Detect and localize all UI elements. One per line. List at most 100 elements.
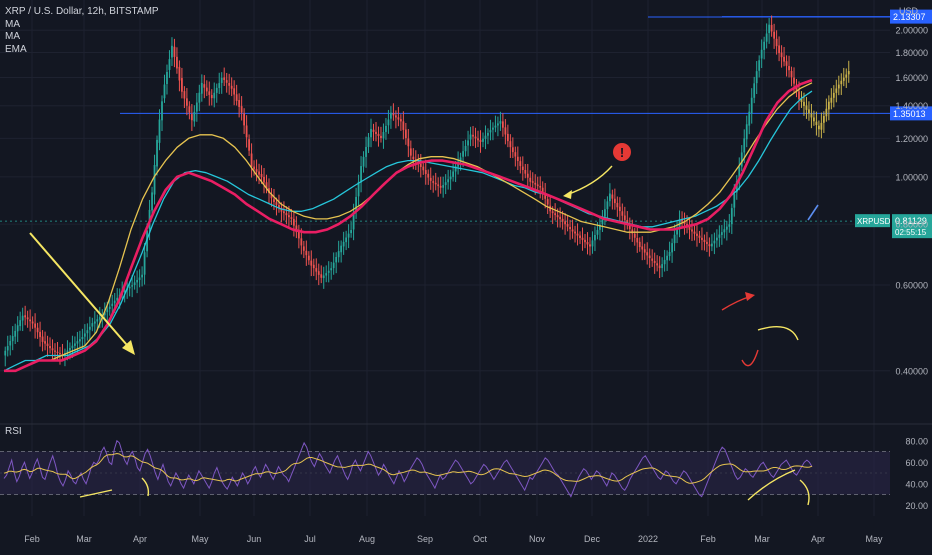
last-price-symbol: XRPUSD (857, 217, 891, 226)
y-tick-label: 1.80000 (895, 48, 928, 58)
candle-body (223, 77, 226, 81)
rsi-label[interactable]: RSI (5, 426, 22, 437)
candle-body (153, 165, 156, 195)
candle-body (581, 237, 584, 240)
candle-body (220, 77, 223, 83)
candle-body (516, 156, 519, 162)
blue-arrow (807, 204, 819, 221)
candle-body (31, 321, 34, 324)
candle-body (835, 88, 838, 93)
horizontal-levels[interactable]: 2.13307 1.35013 XRPUSD 0.81129 02:55:15 (0, 9, 932, 239)
candle-body (116, 297, 119, 301)
candle-body (673, 234, 676, 244)
candle-body (504, 127, 507, 135)
candle-body (541, 187, 544, 194)
candle-body (536, 184, 539, 187)
candle-body (215, 87, 218, 93)
candle-body (584, 239, 586, 243)
candle-body (683, 221, 686, 224)
candle-body (613, 198, 616, 204)
candle-body (283, 211, 285, 214)
candle-body (325, 273, 328, 276)
candle-body (253, 166, 255, 170)
candle-body (225, 80, 228, 83)
candle-body (725, 226, 728, 230)
candle-body (723, 229, 726, 233)
candle-body (9, 340, 12, 346)
last-price-symbol-tag (855, 214, 890, 228)
candle-body (497, 123, 499, 126)
rsi-line (3, 439, 813, 498)
candle-body (638, 241, 641, 248)
candle-body (815, 121, 818, 126)
candle-body (280, 207, 283, 212)
candle-body (676, 227, 678, 235)
rsi-tick-label: 20.00 (905, 501, 928, 511)
candle-body (489, 130, 492, 133)
candle-body (648, 255, 651, 259)
candle-body (521, 166, 524, 170)
candle-body (270, 194, 273, 199)
candle-body (599, 224, 601, 230)
candle-body (832, 92, 835, 98)
candle-body (81, 337, 84, 340)
candle-body (643, 249, 646, 253)
candle-body (566, 224, 569, 227)
indicator-ma-2[interactable]: MA (5, 31, 20, 42)
candle-body (88, 326, 91, 330)
candle-body (355, 196, 357, 212)
candle-body (16, 325, 19, 332)
candle-body (713, 240, 716, 244)
candle-body (161, 101, 163, 121)
y-tick-label: 1.40000 (895, 101, 928, 111)
rsi-yellow-arrow (79, 489, 113, 498)
candle-body (671, 243, 673, 253)
candle-body (783, 56, 785, 62)
level-tag (890, 9, 932, 24)
level-tag (890, 106, 932, 121)
candle-body (554, 213, 557, 216)
candle-body (514, 152, 517, 157)
candle-body (790, 70, 793, 78)
candle-body (813, 117, 815, 122)
candle-body (208, 91, 211, 95)
indicator-ma-1[interactable]: MA (5, 18, 20, 30)
candle-body (551, 211, 554, 214)
y-tick-label: 0.80000 (895, 220, 928, 230)
symbol-title: XRP / U.S. Dollar, 12h, BITSTAMP (5, 6, 159, 17)
candle-body (29, 319, 32, 322)
candle-body (628, 225, 631, 230)
candle-body (205, 87, 208, 92)
candle-body (691, 229, 693, 232)
candle-body (462, 151, 464, 157)
candle-body (608, 193, 611, 202)
candle-body (738, 167, 741, 180)
rsi-smoothing-line (3, 452, 813, 484)
candle-body (740, 152, 743, 167)
candle-body (681, 218, 683, 222)
x-tick-label: Jun (247, 534, 262, 544)
candle-body (492, 127, 494, 130)
candle-body (753, 83, 756, 98)
candle-body (666, 255, 669, 261)
candle-body (743, 138, 746, 153)
candle-body (758, 60, 761, 71)
last-price-tag (892, 214, 932, 239)
candle-body (539, 185, 542, 188)
indicator-ema[interactable]: EMA (5, 43, 27, 55)
candle-body (788, 66, 790, 71)
x-tick-label: Feb (700, 534, 716, 544)
candle-body (158, 119, 161, 143)
candle-body (688, 226, 691, 230)
candle-body (372, 129, 375, 132)
candle-body (467, 140, 469, 146)
axes: 2.00000 1.80000 1.60000 1.40000 1.20000 1.000… (0, 6, 932, 544)
rsi-tick-label: 80.00 (905, 436, 928, 446)
candle-body (606, 201, 609, 210)
candle-body (830, 97, 833, 103)
candle-body (482, 138, 484, 142)
candle-body (444, 182, 447, 186)
candle-body (561, 218, 564, 222)
